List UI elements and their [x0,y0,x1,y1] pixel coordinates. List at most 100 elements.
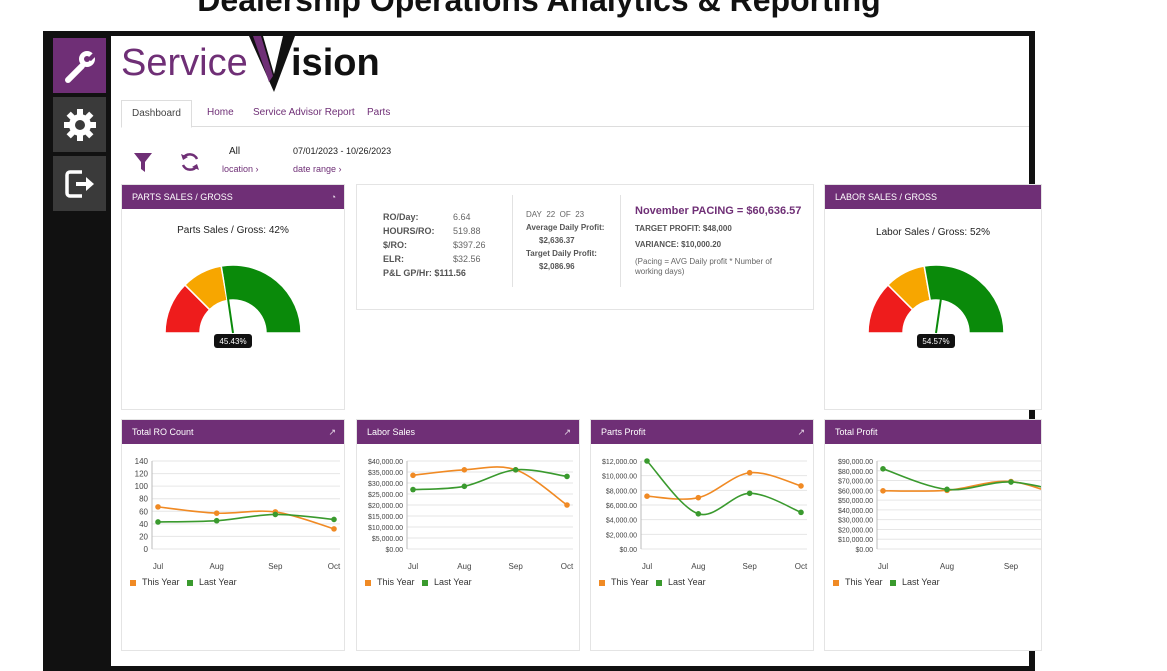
kpi-divider-2 [620,195,621,287]
sidebar-item-logout[interactable] [53,156,106,211]
legend-this-year-marker [599,579,605,586]
refresh-icon[interactable] [179,151,201,173]
data-point-last-year[interactable] [272,511,279,518]
sidebar-item-service[interactable] [53,38,106,93]
filter-icon[interactable] [133,152,153,174]
data-point-last-year[interactable] [512,467,519,473]
legend-last-year-marker [656,579,663,586]
y-tick-label: $30,000.00 [838,518,873,525]
legend-last-year-marker [890,579,897,586]
y-tick-label: $15,000.00 [368,514,403,521]
tab-home[interactable]: Home [207,107,234,118]
legend-this-year-marker [833,579,839,586]
data-point-this-year[interactable] [155,504,161,510]
data-point-this-year[interactable] [695,494,702,501]
gauge-value-label: 45.43% [219,337,246,346]
y-tick-label: $40,000.00 [368,459,403,466]
data-point-this-year[interactable] [461,467,468,473]
tab-bar: Dashboard Home Service Advisor Report Pa… [121,100,1029,128]
date-range-filter[interactable]: date range › [293,164,342,174]
chart-icon[interactable]: ↗ [563,427,571,437]
labor-gauge: 54.57% [867,264,1005,348]
data-point-this-year[interactable] [880,488,886,494]
data-point-this-year[interactable] [331,526,337,532]
data-point-last-year[interactable] [644,458,650,464]
data-point-last-year[interactable] [1008,479,1014,485]
data-point-last-year[interactable] [331,516,337,523]
kpi-variance: VARIANCE: $10,000.20 [635,240,722,249]
y-tick-label: $8,000.00 [606,488,637,495]
data-point-last-year[interactable] [213,517,220,524]
data-point-last-year[interactable] [155,519,161,525]
data-point-this-year[interactable] [564,502,570,508]
series-line-last-year [646,460,802,516]
x-tick-label: Jul [153,562,163,571]
x-tick-label: Jul [878,562,888,571]
gauge-icon[interactable]: ◔ [330,192,336,202]
parts-gauge: 45.43% [164,264,302,348]
y-tick-label: $60,000.00 [838,488,873,495]
kpi-elr: ELR: [383,254,404,264]
y-tick-label: $0.00 [385,547,403,554]
kpi-pacing-note: (Pacing = AVG Daily profit * Number of [635,257,773,266]
kpi-hours-ro: HOURS/RO: [383,226,435,236]
app-window: Service V ision Dashboard Home Service A… [111,36,1042,666]
x-tick-label: Jul [642,562,652,571]
kpi-day-counter: DAY 22 OF 23 [526,210,585,219]
data-point-this-year[interactable] [798,483,804,489]
data-point-last-year[interactable] [746,490,753,497]
data-point-last-year[interactable] [944,486,950,493]
kpi-avg-daily-label: Average Daily Profit: [526,223,605,232]
sidebar-item-settings[interactable] [53,97,106,152]
y-tick-label: 100 [135,482,149,491]
logo-ision-text: ision [291,42,380,84]
labor-gauge-header: LABOR SALES / GROSS [825,185,1041,209]
kpi-pl-gp-hr: P&L GP/Hr: $111.56 [383,268,466,278]
gauge-green-zone [220,264,302,334]
kpi-pacing: November PACING = $60,636.57 [635,205,802,217]
data-point-last-year[interactable] [461,483,468,490]
series-line-this-year [646,471,802,500]
kpi-ro-day-value: 6.64 [453,212,471,222]
kpi-hours-ro-value: 519.88 [453,226,481,236]
data-point-last-year[interactable] [695,511,702,517]
kpi-pacing-note-2: working days) [635,267,685,276]
legend-last-year-marker [187,579,194,586]
ro-count-chart-header: Total RO Count ↗ [122,420,344,444]
legend-last-year-marker [422,579,429,586]
total-profit-legend: This Year Last Year [833,577,940,587]
data-point-this-year[interactable] [746,469,753,476]
location-filter[interactable]: location › [222,164,259,174]
kpi-target-profit: TARGET PROFIT: $48,000 [635,224,732,233]
chart-icon[interactable]: ↗ [328,427,336,437]
data-point-this-year[interactable] [213,510,220,516]
y-tick-label: $10,000.00 [838,537,873,544]
data-point-last-year[interactable] [410,486,416,493]
wrench-icon [64,49,98,83]
location-value: All [229,146,241,157]
chart-icon[interactable]: ↗ [797,427,805,437]
data-point-this-year[interactable] [410,472,416,479]
kpi-elr-value: $32.56 [453,254,481,264]
series-line-this-year [157,506,335,530]
parts-profit-chart-header: Parts Profit ↗ [591,420,813,444]
data-point-last-year[interactable] [564,473,570,480]
kpi-target-daily-label: Target Daily Profit: [526,249,597,258]
legend-this-year-marker [365,579,371,586]
tab-service-advisor-report[interactable]: Service Advisor Report [253,107,355,118]
kpi-summary-card: RO/Day: 6.64 HOURS/RO: 519.88 $/RO: $397… [356,184,814,310]
data-point-last-year[interactable] [880,466,886,472]
kpi-ro-day: RO/Day: [383,212,419,222]
tab-dashboard[interactable]: Dashboard [121,100,192,128]
ro-count-legend: This Year Last Year [130,577,237,587]
logout-icon [64,169,94,198]
series-line-last-year [157,513,335,523]
tab-parts[interactable]: Parts [367,107,391,118]
data-point-this-year[interactable] [644,493,650,499]
y-tick-label: $25,000.00 [368,492,403,499]
parts-gauge-card: PARTS SALES / GROSS ◔ Parts Sales / Gros… [121,184,345,410]
x-tick-label: Aug [210,562,224,571]
x-tick-label: Oct [328,562,341,571]
y-tick-label: 20 [139,532,148,541]
data-point-last-year[interactable] [798,509,804,516]
